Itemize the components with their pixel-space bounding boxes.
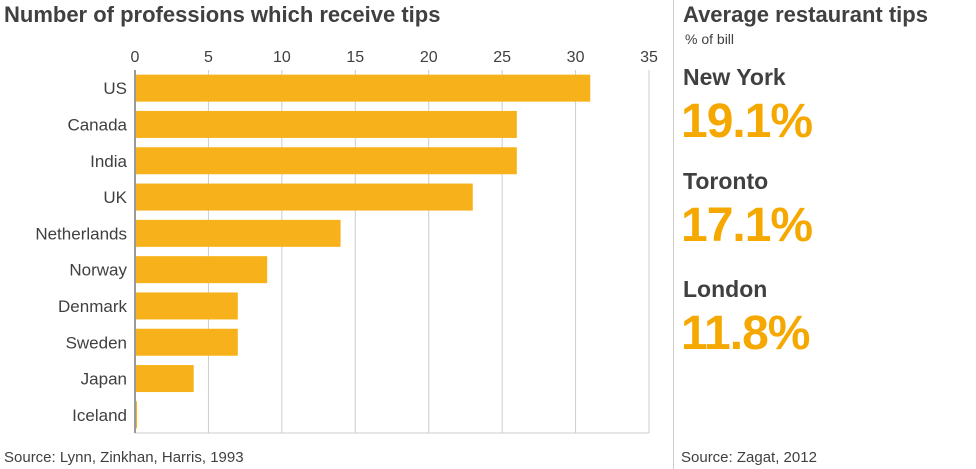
bar-japan (135, 365, 194, 393)
category-label-netherlands: Netherlands (35, 224, 127, 243)
tip-value-toronto: 17.1% (681, 199, 813, 252)
left-source-note: Source: Lynn, Zinkhan, Harris, 1993 (4, 449, 244, 466)
x-tick-label-20: 20 (420, 49, 438, 66)
category-label-sweden: Sweden (66, 333, 127, 352)
panel-divider (673, 0, 674, 469)
bar-uk (135, 183, 473, 211)
city-name-london: London (683, 276, 768, 302)
bar-netherlands (135, 219, 341, 247)
bar-norway (135, 256, 268, 284)
category-label-iceland: Iceland (72, 406, 127, 425)
tip-value-new-york: 19.1% (681, 95, 813, 148)
x-tick-label-0: 0 (131, 49, 140, 66)
category-label-uk: UK (103, 188, 127, 207)
bar-chart: 0 5 10 15 20 25 30 35 US Canada India UK Netherlands… (35, 49, 658, 434)
tip-value-london: 11.8% (681, 307, 810, 360)
x-tick-label-15: 15 (346, 49, 364, 66)
x-tick-label-35: 35 (640, 49, 658, 66)
category-label-norway: Norway (69, 261, 127, 280)
city-name-new-york: New York (683, 64, 786, 90)
category-label-denmark: Denmark (58, 297, 127, 316)
x-tick-label-5: 5 (204, 49, 213, 66)
bar-us (135, 74, 591, 102)
bar-sweden (135, 328, 238, 356)
right-panel-title: Average restaurant tips (683, 2, 928, 27)
bar-denmark (135, 292, 238, 320)
bar-canada (135, 110, 517, 138)
right-panel-subtitle: % of bill (685, 31, 735, 47)
x-tick-label-25: 25 (493, 49, 511, 66)
category-label-canada: Canada (67, 115, 127, 134)
bar-india (135, 147, 517, 175)
chart-title: Number of professions which receive tips (4, 2, 441, 27)
x-tick-label-10: 10 (273, 49, 291, 66)
city-name-toronto: Toronto (683, 168, 769, 194)
category-label-india: India (90, 152, 127, 171)
category-label-japan: Japan (81, 370, 127, 389)
right-source-note: Source: Zagat, 2012 (681, 449, 817, 466)
category-label-us: US (103, 79, 127, 98)
x-tick-label-30: 30 (567, 49, 585, 66)
